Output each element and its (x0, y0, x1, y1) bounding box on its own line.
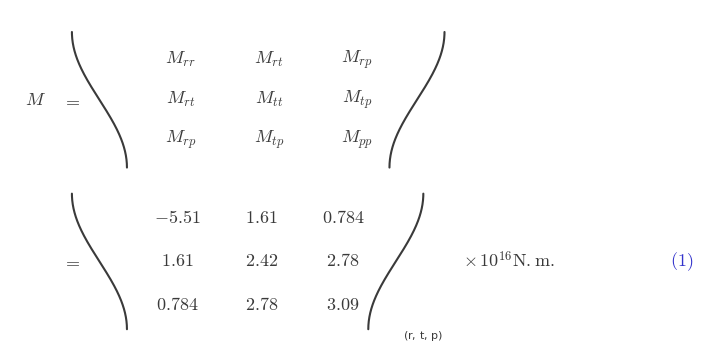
Text: $M_{rr}$: $M_{rr}$ (165, 50, 196, 69)
Text: $0.784$: $0.784$ (156, 296, 198, 314)
Text: $M_{tp}$: $M_{tp}$ (253, 129, 284, 151)
Text: $M_{rp}$: $M_{rp}$ (165, 129, 196, 151)
Text: $\times\,10^{16}\mathrm{N.m.}$: $\times\,10^{16}\mathrm{N.m.}$ (463, 251, 554, 272)
Text: $M$: $M$ (25, 91, 46, 109)
Text: $M_{tp}$: $M_{tp}$ (342, 89, 372, 111)
Text: $M_{rt}$: $M_{rt}$ (254, 50, 283, 69)
Text: $-5.51$: $-5.51$ (154, 209, 201, 227)
Text: $2.78$: $2.78$ (326, 252, 360, 271)
Text: $\mathregular{(r,\,t,\,p)}$: $\mathregular{(r,\,t,\,p)}$ (403, 329, 443, 343)
Text: $1.61$: $1.61$ (161, 252, 193, 271)
Text: $M_{rt}$: $M_{rt}$ (166, 90, 195, 109)
Text: $M_{pp}$: $M_{pp}$ (341, 129, 373, 151)
Text: $=$: $=$ (62, 91, 80, 109)
Text: $M_{rp}$: $M_{rp}$ (341, 49, 373, 71)
Text: $=$: $=$ (62, 252, 80, 271)
Text: $3.09$: $3.09$ (326, 296, 360, 314)
Text: $(1)$: $(1)$ (670, 250, 693, 273)
Text: $0.784$: $0.784$ (321, 209, 364, 227)
Text: $M_{tt}$: $M_{tt}$ (255, 90, 283, 109)
Text: $2.42$: $2.42$ (245, 252, 278, 271)
Text: $2.78$: $2.78$ (245, 296, 278, 314)
Text: $1.61$: $1.61$ (246, 209, 278, 227)
